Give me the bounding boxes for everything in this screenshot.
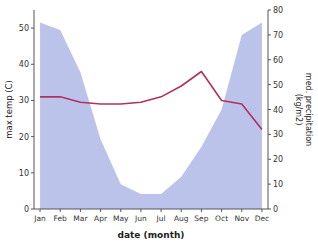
y2-tick — [268, 209, 271, 210]
x-tick-label: Jan — [33, 214, 46, 223]
y2-tick-label: 80 — [273, 6, 283, 15]
x-tick-label: Aug — [174, 214, 189, 223]
y2-tick-label: 0 — [273, 205, 278, 214]
y2-axis-label: med. precipitation(kg/m2) — [294, 73, 313, 146]
y-axis-line — [34, 10, 35, 209]
y2-axis-label-line: med. precipitation — [304, 73, 313, 146]
x-tick — [80, 209, 81, 212]
precipitation-area — [40, 22, 262, 209]
plot-area — [40, 22, 262, 209]
y2-tick — [268, 59, 271, 60]
chart-svg: 0 10 20 30 40 50 0 10 20 30 40 50 60 70 80 Jan Feb Mar Apr… — [0, 0, 318, 247]
y2-tick — [268, 34, 271, 35]
x-tick — [181, 209, 182, 212]
x-tick — [140, 209, 141, 212]
x-tick-label: Mar — [73, 214, 88, 223]
y-tick-label: 30 — [19, 96, 29, 105]
x-tick — [120, 209, 121, 212]
y2-tick — [268, 10, 271, 11]
y2-tick-label: 10 — [273, 180, 283, 189]
y-tick-label: 40 — [19, 60, 29, 69]
y-tick — [31, 172, 34, 173]
y-tick — [31, 28, 34, 29]
y-tick-label: 20 — [19, 133, 29, 142]
y-axis-label: max temp (C) — [4, 80, 14, 139]
x-axis-line — [34, 209, 268, 210]
x-tick-label: May — [113, 214, 129, 223]
y2-tick — [268, 109, 271, 110]
y2-tick-label: 70 — [273, 31, 283, 40]
y-tick — [31, 209, 34, 210]
y-tick — [31, 64, 34, 65]
y-tick — [31, 136, 34, 137]
x-tick-label: Jul — [156, 214, 166, 223]
y2-tick-label: 40 — [273, 106, 283, 115]
y2-tick — [268, 184, 271, 185]
x-tick-label: Feb — [54, 214, 68, 223]
x-tick — [241, 209, 242, 212]
y-tick — [31, 100, 34, 101]
x-tick — [221, 209, 222, 212]
y-tick-label: 0 — [24, 205, 29, 214]
x-tick-label: Sep — [194, 214, 208, 223]
x-tick-label: Apr — [94, 214, 108, 223]
x-tick-label: Dec — [255, 214, 270, 223]
x-tick-label: Nov — [234, 214, 249, 223]
x-axis-label: date (month) — [118, 230, 185, 240]
x-tick — [60, 209, 61, 212]
chart-container: 0 10 20 30 40 50 0 10 20 30 40 50 60 70 80 Jan Feb Mar Apr… — [0, 0, 318, 247]
y2-tick — [268, 159, 271, 160]
y2-axis-label-line: (kg/m2) — [294, 94, 303, 126]
y-tick-label: 50 — [19, 24, 29, 33]
x-tick — [40, 209, 41, 212]
x-tick-label: Oct — [215, 214, 228, 223]
x-tick — [100, 209, 101, 212]
y2-tick-label: 50 — [273, 81, 283, 90]
x-tick — [161, 209, 162, 212]
x-tick — [261, 209, 262, 212]
x-tick — [201, 209, 202, 212]
y2-tick — [268, 134, 271, 135]
y2-tick-label: 30 — [273, 130, 283, 139]
x-tick-label: Jun — [134, 214, 147, 223]
y-tick-label: 10 — [19, 169, 29, 178]
y2-tick-label: 20 — [273, 155, 283, 164]
y2-tick — [268, 84, 271, 85]
temperature-line — [40, 72, 262, 130]
y2-tick-label: 60 — [273, 56, 283, 65]
